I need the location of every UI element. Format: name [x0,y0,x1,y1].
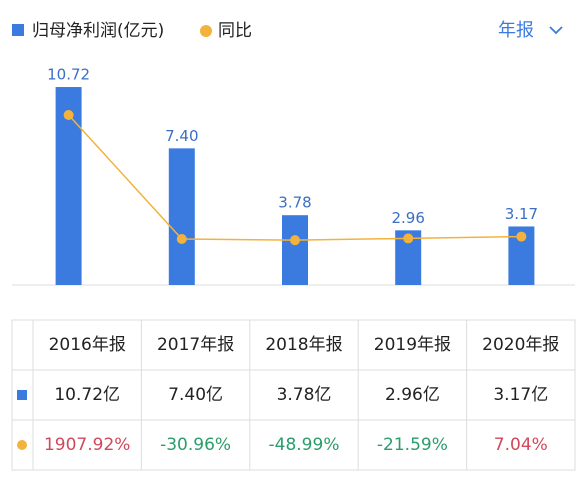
bar-value-label: 3.17 [505,205,538,223]
legend-swatch [200,25,212,37]
table-cell: 2.96亿 [385,385,440,405]
bar [282,215,308,285]
line-point [176,234,187,245]
table-cell: 3.17亿 [493,385,548,405]
line-point [290,235,300,246]
bar [55,87,82,285]
bar-value-label: 3.78 [278,194,311,212]
legend-label: 归母净利润(亿元) [32,21,164,41]
table-cell: 3.78亿 [277,385,332,405]
bar-value-label: 7.40 [165,127,198,145]
table-header: 2020年报 [482,335,559,355]
line-point [516,231,527,242]
table-border [11,319,576,471]
table-cell: 7.40亿 [168,385,223,405]
table-cell: -21.59% [377,435,448,455]
period-selector[interactable]: 年报 [498,20,534,41]
legend-swatch [12,24,24,36]
row-swatch [17,390,27,400]
table-header: 2016年报 [49,335,126,355]
dropdown-icon[interactable] [549,26,563,35]
bar-value-label: 2.96 [391,209,424,227]
line-point [63,109,74,120]
table-cell: -30.96% [160,435,231,455]
line-point [403,233,414,244]
table-cell: 7.04% [494,435,548,455]
table-header: 2019年报 [374,335,451,355]
table-header: 2017年报 [157,335,234,355]
row-swatch [17,440,27,450]
bar-value-label: 10.72 [47,66,90,84]
bar [168,148,195,285]
table-cell: 1907.92% [44,435,130,455]
table-cell: -48.99% [269,435,340,455]
table-cell: 10.72亿 [54,385,120,405]
table-header: 2018年报 [265,335,342,355]
legend-label: 同比 [218,21,252,41]
